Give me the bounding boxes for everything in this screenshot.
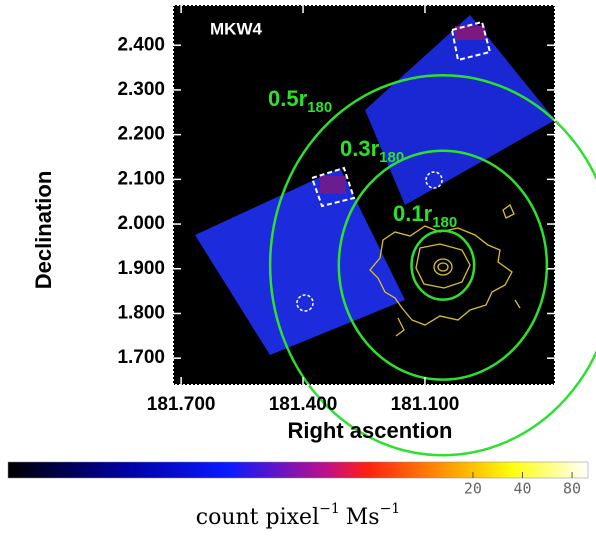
x-tick-label: 181.400 <box>269 394 338 415</box>
x-tick-label: 181.700 <box>147 394 216 415</box>
colorbar-label-text: count pixel <box>196 505 319 530</box>
circle-label: 0.3r180 <box>340 136 404 166</box>
y-tick-label: 1.700 <box>117 347 165 368</box>
exposure-tile <box>365 15 555 205</box>
y-tick-label: 2.100 <box>117 168 165 189</box>
dashed-box <box>450 20 492 62</box>
y-tick-label: 2.400 <box>117 34 165 55</box>
chart-title: MKW4 <box>210 19 262 38</box>
colorbar-tick-label: 80 <box>563 480 581 498</box>
y-tick-label: 2.300 <box>117 79 165 100</box>
circle-label: 0.5r180 <box>268 86 332 116</box>
colorbar-tick-label: 20 <box>464 480 482 498</box>
circle-label-sub: 180 <box>379 149 404 166</box>
x-axis-label: Right ascention <box>287 418 452 443</box>
dashed-circle <box>425 171 443 189</box>
colorbar-label-text: Ms <box>346 505 380 530</box>
colorbar-label-sup: −1 <box>380 501 401 517</box>
radius-circle <box>268 73 596 457</box>
colorbar-label: count pixel−1 Ms−1 <box>196 501 400 530</box>
y-tick-label: 1.800 <box>117 302 165 323</box>
overlay <box>268 73 596 457</box>
dashed-box <box>310 166 356 208</box>
radius-circle <box>337 149 549 381</box>
circle-label-text: 0.3r <box>340 136 380 161</box>
exposure-tile <box>195 168 405 355</box>
dashed-circle <box>296 294 314 312</box>
colorbar-tick-label: 40 <box>513 480 531 498</box>
y-axis-label: Declination <box>31 171 56 290</box>
circle-label-sub: 180 <box>307 99 332 116</box>
circle-label-text: 0.1r <box>393 201 433 226</box>
colorbar <box>7 461 589 479</box>
colorbar-label-sup: −1 <box>319 501 340 517</box>
circle-label-text: 0.5r <box>268 86 308 111</box>
source <box>320 176 346 194</box>
frame <box>172 4 556 386</box>
circle-label: 0.1r180 <box>393 201 457 231</box>
y-tick-label: 2.000 <box>117 213 165 234</box>
circle-label-sub: 180 <box>432 214 457 231</box>
x-tick-label: 181.100 <box>391 394 460 415</box>
source <box>455 26 485 40</box>
radius-circle <box>410 229 476 301</box>
y-tick-label: 2.200 <box>117 124 165 145</box>
y-tick-label: 1.900 <box>117 258 165 279</box>
